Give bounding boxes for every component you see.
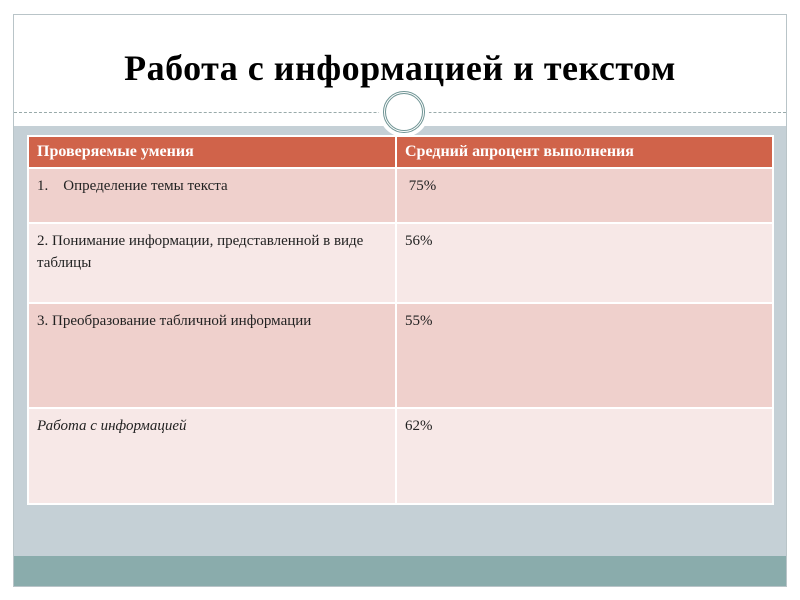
table-row: 2. Понимание информации, представленной … (27, 222, 774, 304)
cell-skill: 1. Определение темы текста (27, 167, 397, 224)
table-header: Проверяемые умения Средний апроцент выпо… (27, 135, 774, 169)
slide: Работа с информацией и текстом Проверяем… (13, 14, 787, 587)
header-percent: Средний апроцент выполнения (395, 135, 774, 169)
circle-ornament-icon (383, 91, 425, 133)
table-row: 1. Определение темы текста 75% (27, 167, 774, 224)
table-row: 3. Преобразование табличной информации 5… (27, 302, 774, 409)
title-area: Работа с информацией и текстом (14, 15, 786, 133)
cell-skill: 3. Преобразование табличной информации (27, 302, 397, 409)
cell-value: 62% (395, 407, 774, 505)
cell-skill: Работа с информацией (27, 407, 397, 505)
cell-skill: 2. Понимание информации, представленной … (27, 222, 397, 304)
skills-table: Проверяемые умения Средний апроцент выпо… (27, 135, 774, 505)
cell-value: 56% (395, 222, 774, 304)
table-row: Работа с информацией 62% (27, 407, 774, 505)
cell-value: 75% (395, 167, 774, 224)
footer-bar (14, 556, 786, 586)
slide-title: Работа с информацией и текстом (124, 48, 676, 88)
header-skill: Проверяемые умения (27, 135, 397, 169)
cell-value: 55% (395, 302, 774, 409)
